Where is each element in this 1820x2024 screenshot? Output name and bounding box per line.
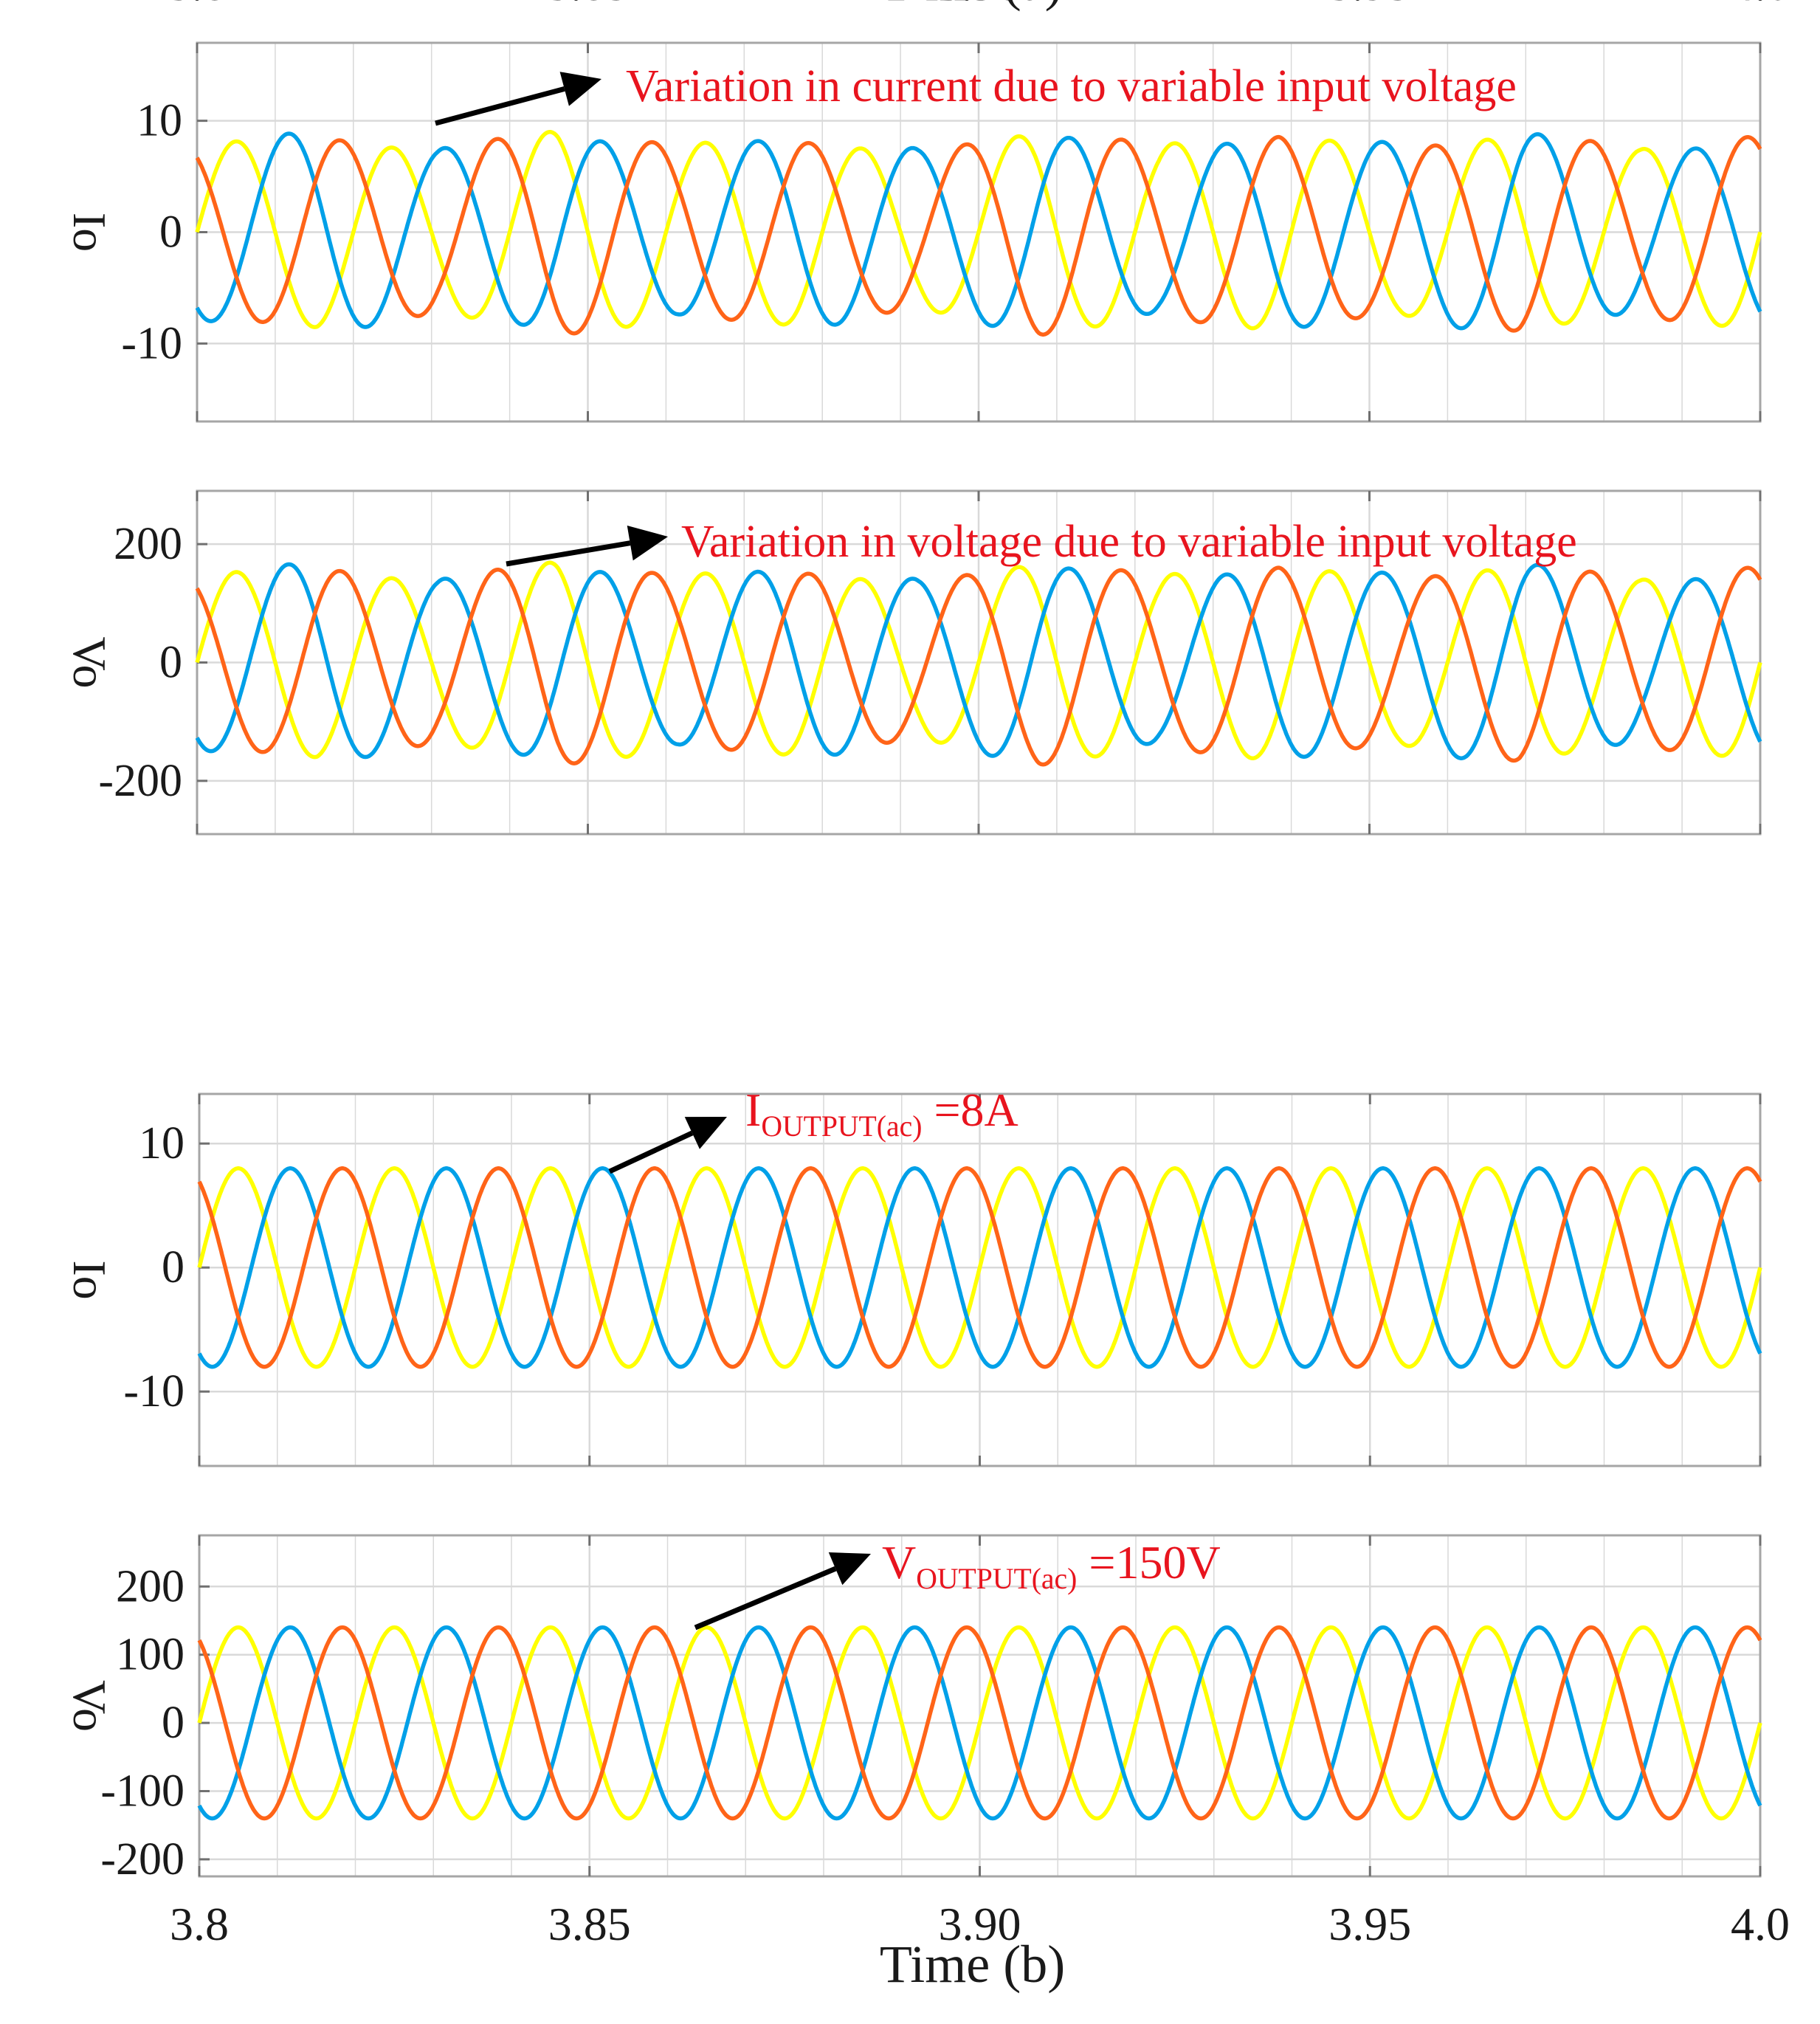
x-axis-label: Time (a) (880, 0, 1062, 12)
x-tick-label: 3.95 (1328, 0, 1411, 10)
x-tick-label: 3.85 (547, 0, 630, 10)
series-phase-b (197, 1625, 1762, 1821)
series-phase-b (197, 1166, 1762, 1369)
y-axis-label: Vo (63, 637, 116, 689)
series-phase-c (197, 1166, 1762, 1369)
annotation-arrowhead (627, 525, 668, 561)
series-phase-b (195, 131, 1762, 331)
x-tick-label: 3.90 (939, 1898, 1021, 1950)
series-phase-c (197, 1625, 1762, 1821)
y-tick-label: 10 (139, 1118, 185, 1168)
x-tick-label: 3.8 (170, 1898, 229, 1950)
series-phase-a (197, 1166, 1762, 1369)
series-phase-a (195, 560, 1762, 760)
chart-a-current: 10 0 -10 Io Variation in current due to vari… (63, 41, 1762, 423)
y-axis-label: Io (63, 213, 116, 252)
annotation-arrowhead (828, 1552, 871, 1586)
y-tick-label: -100 (100, 1766, 185, 1817)
annotation-text: IOUTPUT(ac) =8A (745, 1084, 1018, 1143)
annotation-arrow (435, 86, 565, 126)
y-tick-label: -10 (121, 318, 182, 368)
annotation-arrow (694, 1566, 837, 1631)
annotation-arrowhead (559, 72, 602, 106)
y-tick-label: 0 (162, 1242, 185, 1292)
y-axis-label: Io (63, 1260, 116, 1299)
x-tick-label: 4.0 (1731, 0, 1790, 10)
y-tick-label: 10 (137, 96, 182, 146)
y-tick-label: 200 (116, 1561, 185, 1611)
chart-b-voltage: 200 100 0 -100 -200 Vo 3.8 3.85 3.90 3.95 4.0 Time … (63, 1534, 1790, 1994)
series-phase-c (195, 565, 1762, 767)
y-tick-label: 0 (159, 638, 182, 688)
series-phase-b (195, 562, 1762, 760)
annotation-text: Variation in voltage due to variable inp… (681, 517, 1577, 567)
annotation-arrowhead (684, 1117, 727, 1149)
y-tick-label: -200 (100, 1834, 185, 1884)
series-phase-c (195, 134, 1762, 337)
series-phase-a (197, 1625, 1762, 1821)
y-tick-label: -200 (98, 756, 182, 806)
x-tick-label: 3.85 (548, 1898, 631, 1950)
annotation-arrow (506, 540, 631, 567)
y-axis-label: Vo (63, 1680, 116, 1732)
x-tick-label: 3.90 (937, 0, 1020, 10)
annotation-arrow (608, 1130, 694, 1174)
y-tick-label: 100 (116, 1630, 185, 1680)
x-tick-label: 3.8 (168, 0, 227, 10)
y-tick-label: 200 (114, 519, 182, 569)
x-tick-label: 3.95 (1328, 1898, 1411, 1950)
annotation-text: Variation in current due to variable inp… (626, 61, 1517, 111)
chart-a-voltage: 200 0 -200 Vo 3.8 3.85 3.90 3.95 4.0 Time (a) Vari… (63, 0, 1790, 836)
y-tick-label: -10 (123, 1366, 185, 1417)
y-tick-label: 0 (162, 1698, 185, 1748)
x-axis-label: Time (b) (880, 1935, 1065, 1994)
y-tick-label: 0 (159, 207, 182, 258)
series-phase-a (195, 130, 1762, 331)
chart-b-current: 10 0 -10 Io IOUTPUT(ac) =8A (63, 1084, 1762, 1467)
x-tick-label: 4.0 (1731, 1898, 1790, 1950)
annotation-text: VOUTPUT(ac) =150V (882, 1536, 1221, 1595)
